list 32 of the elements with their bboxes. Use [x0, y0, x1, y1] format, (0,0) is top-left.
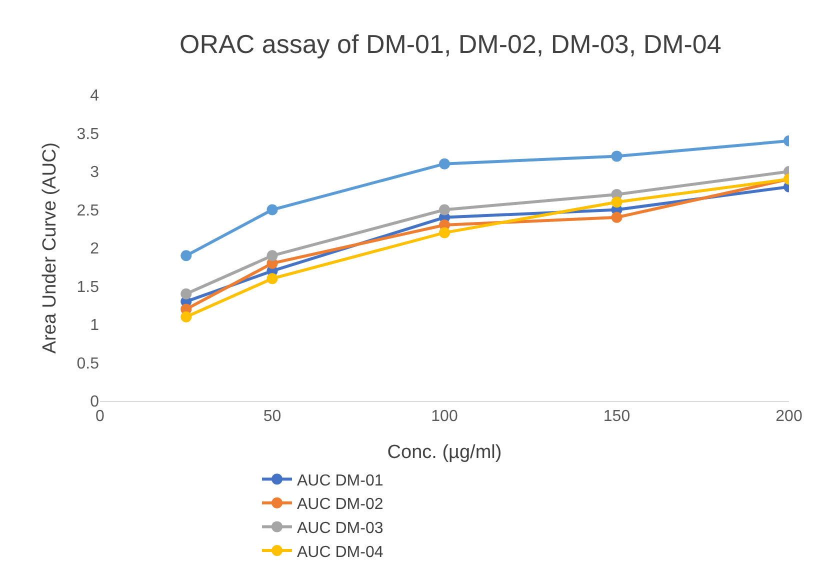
legend-label: AUC DM-02 — [297, 496, 384, 514]
legend-label: AUC DM-01 — [297, 472, 384, 490]
y-tick-label: 0.5 — [76, 355, 100, 372]
point — [180, 311, 192, 322]
point — [266, 204, 278, 216]
y-tick-label: 0 — [90, 394, 100, 411]
y-tick-label: 1.5 — [76, 278, 100, 296]
point — [611, 212, 622, 223]
y-axis-title: Area Under Curve (AUC) — [40, 142, 61, 354]
legend-label: AUC DM-03 — [297, 520, 384, 537]
y-tick-label: 1 — [90, 317, 100, 334]
x-tick-label: 50 — [263, 408, 282, 426]
point — [439, 204, 450, 216]
point — [439, 227, 450, 238]
point — [439, 158, 450, 170]
y-tick-label: 2 — [90, 240, 100, 258]
y-tick-label: 3 — [90, 164, 100, 182]
y-tick-label: 2.5 — [76, 202, 100, 220]
legend-label: AUC DM-04 — [297, 544, 384, 561]
point — [266, 273, 278, 284]
point — [266, 250, 278, 262]
point — [611, 196, 622, 208]
y-tick-label: 3.5 — [76, 126, 100, 143]
x-tick-label: 200 — [776, 408, 802, 426]
x-tick-label: 150 — [603, 408, 630, 426]
y-tick-label: 4 — [90, 88, 100, 105]
x-axis-title: Conc. (µg/ml) — [387, 442, 502, 463]
point — [180, 288, 192, 300]
point — [180, 250, 192, 262]
chart-title: ORAC assay of DM-01, DM-02, DM-03, DM-04 — [180, 29, 722, 59]
x-tick-label: 100 — [431, 408, 458, 426]
point — [611, 150, 622, 162]
